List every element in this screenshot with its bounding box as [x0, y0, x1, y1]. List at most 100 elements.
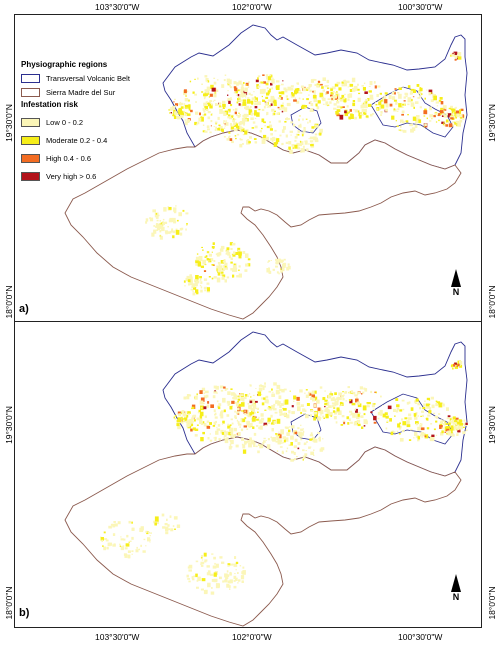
risk-cell [150, 532, 152, 534]
risk-cell [275, 389, 280, 395]
risk-cell [214, 416, 218, 419]
risk-cell [281, 389, 285, 393]
risk-cell [325, 92, 328, 95]
risk-cell [131, 527, 135, 531]
risk-cell [216, 277, 221, 283]
risk-cell [416, 118, 420, 121]
risk-cell [123, 538, 126, 541]
risk-cell [279, 388, 282, 392]
risk-cell [371, 97, 374, 100]
risk-cell [197, 261, 202, 267]
risk-cell [455, 106, 457, 109]
risk-cell [330, 88, 333, 92]
legend-swatch-sierra [21, 87, 40, 97]
risk-cell [342, 106, 345, 108]
risk-cell [347, 98, 350, 101]
risk-cell [261, 127, 263, 130]
risk-cell [165, 221, 168, 224]
risk-cell [220, 414, 224, 419]
risk-cell [275, 141, 279, 145]
risk-cell [262, 136, 267, 141]
risk-cell [270, 414, 273, 418]
risk-cell [206, 565, 210, 568]
risk-cell [275, 440, 279, 443]
risk-cell [198, 117, 202, 122]
risk-cell [159, 220, 162, 222]
risk-cell [267, 99, 272, 102]
risk-cell [343, 98, 347, 103]
risk-cell [338, 87, 342, 91]
risk-cell [224, 265, 227, 268]
risk-cell [253, 444, 256, 447]
risk-cell [316, 106, 320, 110]
risk-cell [263, 134, 267, 139]
risk-cell [333, 97, 335, 100]
risk-cell [200, 281, 203, 284]
risk-cell [455, 110, 460, 114]
risk-cell [339, 405, 341, 407]
risk-cell [300, 85, 304, 89]
risk-cell [380, 114, 383, 116]
risk-cell [241, 118, 246, 123]
risk-cell [183, 280, 186, 283]
risk-cell [281, 450, 284, 452]
risk-cell [434, 112, 439, 116]
risk-cell [167, 226, 169, 228]
risk-cell [277, 97, 282, 100]
risk-cell [267, 261, 269, 263]
risk-cell [248, 81, 250, 84]
risk-cell [236, 129, 238, 132]
risk-cell [220, 271, 224, 274]
risk-cell [211, 113, 213, 115]
risk-cell [213, 77, 216, 79]
map-panel-a: a) N Physiographic regions Transversal V… [15, 15, 481, 322]
risk-cell [296, 100, 300, 104]
risk-cell [307, 121, 309, 124]
risk-cell [258, 426, 260, 430]
risk-cell [226, 276, 230, 279]
risk-cell [338, 392, 342, 396]
risk-cell [216, 265, 220, 269]
risk-cell [186, 414, 189, 418]
risk-cell [463, 423, 466, 425]
risk-cell [230, 248, 233, 250]
risk-cell [368, 103, 372, 107]
risk-cell [342, 114, 345, 116]
risk-cell [296, 88, 300, 91]
risk-cell [298, 124, 302, 128]
risk-cell [316, 84, 320, 88]
risk-cell [272, 391, 274, 394]
risk-cell [224, 125, 226, 127]
risk-cell [435, 101, 440, 104]
risk-cell [161, 513, 165, 517]
risk-cell [452, 121, 455, 124]
risk-cell [230, 257, 233, 260]
risk-cell [304, 141, 308, 145]
risk-cell [336, 100, 340, 104]
risk-cell [124, 547, 128, 550]
risk-cell [356, 419, 361, 423]
risk-cell [452, 421, 456, 425]
risk-cell [126, 534, 129, 538]
risk-cell [402, 121, 405, 124]
risk-cell [450, 53, 453, 56]
risk-cell [331, 98, 333, 100]
risk-cell [245, 263, 249, 267]
risk-cell [233, 580, 236, 582]
risk-cell [419, 87, 423, 92]
risk-cell [417, 415, 419, 417]
risk-cell [117, 521, 121, 525]
risk-cell [256, 425, 259, 427]
risk-cell [354, 116, 357, 120]
risk-cell [393, 431, 396, 434]
risk-cell [409, 123, 413, 127]
risk-cell [214, 436, 217, 440]
legend-region-label: Sierra Madre del Sur [46, 87, 116, 97]
risk-cell [382, 413, 386, 418]
risk-cell [210, 591, 215, 595]
risk-cell [215, 420, 217, 423]
risk-cell [186, 223, 188, 225]
risk-cell [277, 440, 281, 445]
risk-cell [236, 275, 240, 278]
risk-cell [233, 434, 237, 437]
